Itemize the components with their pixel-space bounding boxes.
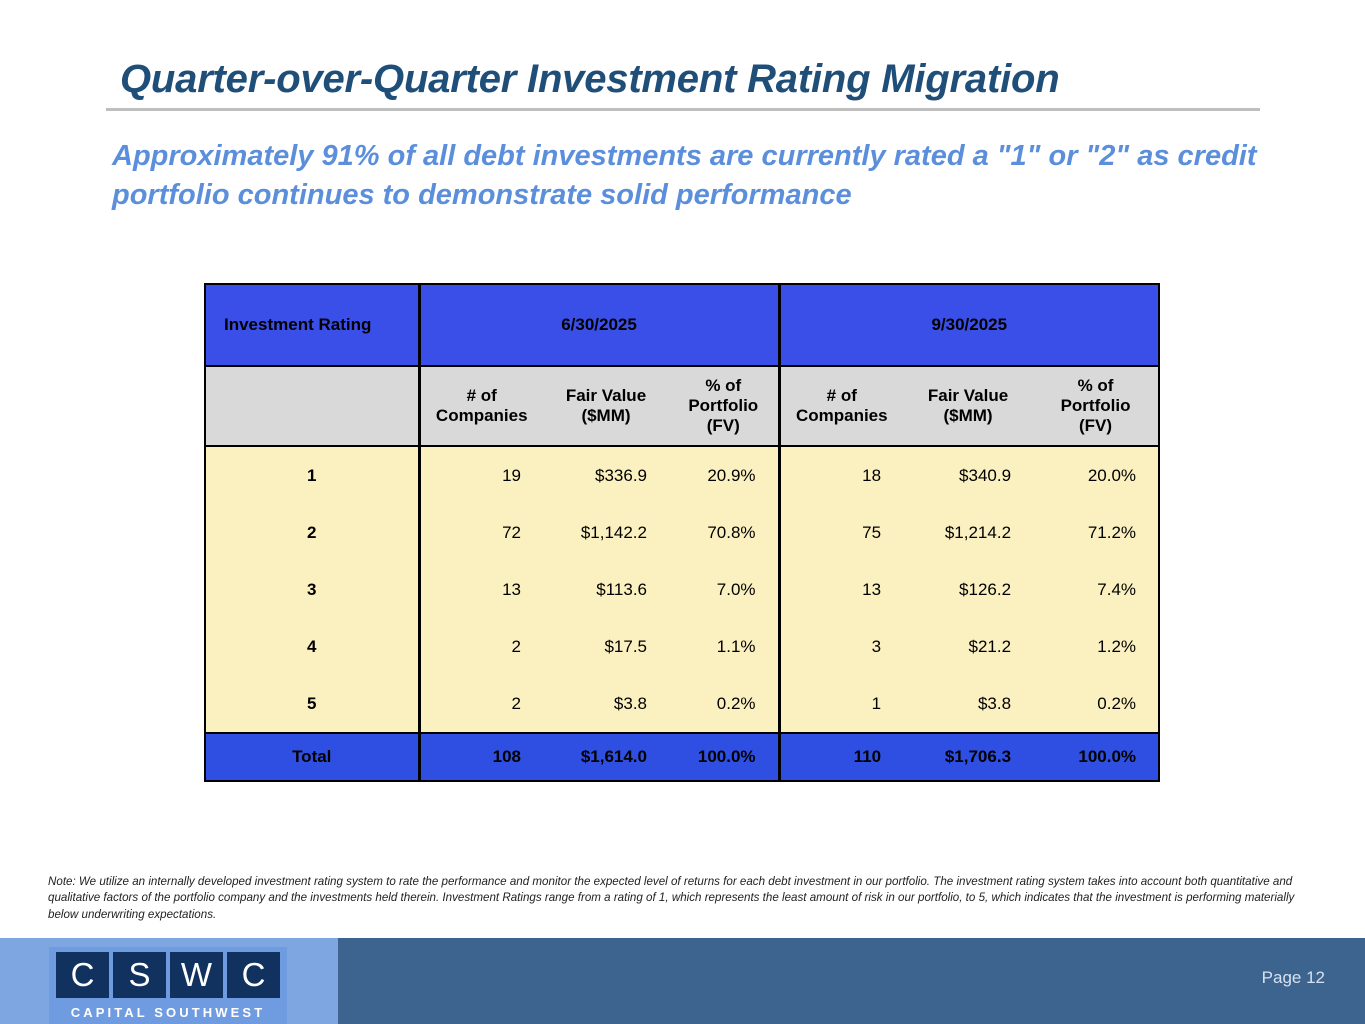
header-investment-rating: Investment Rating [205, 284, 421, 367]
cell-p2-pct: 71.2% [1033, 504, 1160, 561]
cell-p2-fair-value: $1,214.2 [903, 504, 1034, 561]
cell-p1-fair-value: $17.5 [543, 618, 669, 675]
cell-p2-fair-value: $340.9 [903, 446, 1034, 504]
logo-letter-s: S [113, 951, 166, 998]
header-p1-fair-value: Fair Value ($MM) [543, 366, 669, 447]
header-line-2: Companies [435, 406, 528, 425]
header-line-1: # of [826, 385, 857, 405]
table-row: 4 2 $17.5 1.1% 3 $21.2 1.2% [205, 618, 1160, 675]
header-line-2: ($MM) [943, 406, 993, 425]
logo-subtitle: CAPITAL SOUTHWEST [70, 1004, 266, 1020]
header-line-1: Fair Value [565, 385, 647, 405]
page-title: Quarter-over-Quarter Investment Rating M… [120, 57, 1060, 101]
slide-footer: C S W C CAPITAL SOUTHWEST Page 12 [0, 932, 1365, 1024]
footer-bar [338, 938, 1365, 1024]
cell-p1-pct: 20.9% [669, 446, 781, 504]
header-line-3: (FV) [1079, 416, 1113, 436]
header-line-1: # of [466, 385, 497, 405]
cell-p2-companies: 75 [779, 504, 904, 561]
table-header-periods: Investment Rating 6/30/2025 9/30/2025 [205, 284, 1160, 367]
cell-p1-pct: 0.2% [669, 675, 781, 733]
table-row: 5 2 $3.8 0.2% 1 $3.8 0.2% [205, 675, 1160, 733]
cell-rating: 5 [205, 675, 421, 733]
rating-migration-table-wrapper: Investment Rating 6/30/2025 9/30/2025 # … [204, 283, 1161, 782]
title-block: Quarter-over-Quarter Investment Rating M… [106, 58, 1260, 111]
cell-total-p2-companies: 110 [779, 732, 904, 781]
cell-total-p1-pct: 100.0% [669, 732, 781, 781]
cell-p1-companies: 2 [419, 675, 543, 733]
cell-p2-fair-value: $3.8 [903, 675, 1034, 733]
cell-p1-companies: 72 [419, 504, 543, 561]
cell-p2-pct: 0.2% [1033, 675, 1160, 733]
cell-p1-companies: 2 [419, 618, 543, 675]
header-p2-pct: % of Portfolio (FV) [1033, 366, 1160, 447]
cell-p2-pct: 7.4% [1033, 561, 1160, 618]
header-p2-companies: # of Companies [779, 366, 904, 447]
page-number: Page 12 [1261, 968, 1325, 987]
cell-rating: 2 [205, 504, 421, 561]
cell-p1-fair-value: $3.8 [543, 675, 669, 733]
table-row: 1 19 $336.9 20.9% 18 $340.9 20.0% [205, 446, 1160, 504]
cell-total-p1-fair-value: $1,614.0 [543, 732, 669, 781]
logo-letter-c1: C [56, 951, 109, 998]
cell-total-p2-fair-value: $1,706.3 [903, 732, 1034, 781]
footer-logo-band: C S W C CAPITAL SOUTHWEST [0, 938, 338, 1024]
logo-letter-w: W [170, 951, 223, 998]
table-row: 3 13 $113.6 7.0% 13 $126.2 7.4% [205, 561, 1160, 618]
cell-p1-pct: 1.1% [669, 618, 781, 675]
title-divider [106, 108, 1260, 111]
header-blank-cell [205, 366, 421, 447]
cell-p1-pct: 7.0% [669, 561, 781, 618]
cell-p2-fair-value: $126.2 [903, 561, 1034, 618]
cell-p1-fair-value: $113.6 [543, 561, 669, 618]
cell-p2-companies: 1 [779, 675, 904, 733]
cell-p2-companies: 13 [779, 561, 904, 618]
cell-p1-companies: 13 [419, 561, 543, 618]
cell-p2-fair-value: $21.2 [903, 618, 1034, 675]
table-header-metrics: # of Companies Fair Value ($MM) % of Por… [205, 366, 1160, 447]
header-period-1: 6/30/2025 [419, 284, 781, 367]
slide-subtitle: Approximately 91% of all debt investment… [112, 140, 1257, 211]
cell-p1-fair-value: $1,142.2 [543, 504, 669, 561]
table-row: 2 72 $1,142.2 70.8% 75 $1,214.2 71.2% [205, 504, 1160, 561]
cell-total-p2-pct: 100.0% [1033, 732, 1160, 781]
cell-p2-companies: 18 [779, 446, 904, 504]
header-line-3: (FV) [706, 416, 740, 436]
header-line-2: Companies [795, 406, 888, 425]
cell-p1-companies: 19 [419, 446, 543, 504]
header-line-1: Fair Value [927, 385, 1009, 405]
logo-letter-group: C S W C [56, 951, 280, 998]
table-total-row: Total 108 $1,614.0 100.0% 110 $1,706.3 1… [205, 732, 1160, 781]
header-p1-pct: % of Portfolio (FV) [669, 366, 781, 447]
header-line-2: Portfolio [1060, 395, 1131, 415]
header-line-2: Portfolio [688, 395, 759, 415]
header-period-2: 9/30/2025 [779, 284, 1160, 367]
cell-p1-pct: 70.8% [669, 504, 781, 561]
cell-p2-pct: 20.0% [1033, 446, 1160, 504]
header-line-1: % of [1077, 375, 1114, 395]
header-line-1: % of [705, 375, 742, 395]
cell-p2-pct: 1.2% [1033, 618, 1160, 675]
cell-rating: 3 [205, 561, 421, 618]
cell-rating: 4 [205, 618, 421, 675]
cell-total-label: Total [205, 732, 421, 781]
header-line-2: ($MM) [581, 406, 631, 425]
header-p2-fair-value: Fair Value ($MM) [903, 366, 1034, 447]
cell-p2-companies: 3 [779, 618, 904, 675]
footnote-text: Note: We utilize an internally developed… [48, 875, 1295, 921]
cswc-logo: C S W C CAPITAL SOUTHWEST [49, 947, 287, 1024]
header-p1-companies: # of Companies [419, 366, 543, 447]
cell-total-p1-companies: 108 [419, 732, 543, 781]
logo-letter-c2: C [227, 951, 280, 998]
cell-p1-fair-value: $336.9 [543, 446, 669, 504]
rating-migration-table: Investment Rating 6/30/2025 9/30/2025 # … [204, 283, 1161, 782]
cell-rating: 1 [205, 446, 421, 504]
